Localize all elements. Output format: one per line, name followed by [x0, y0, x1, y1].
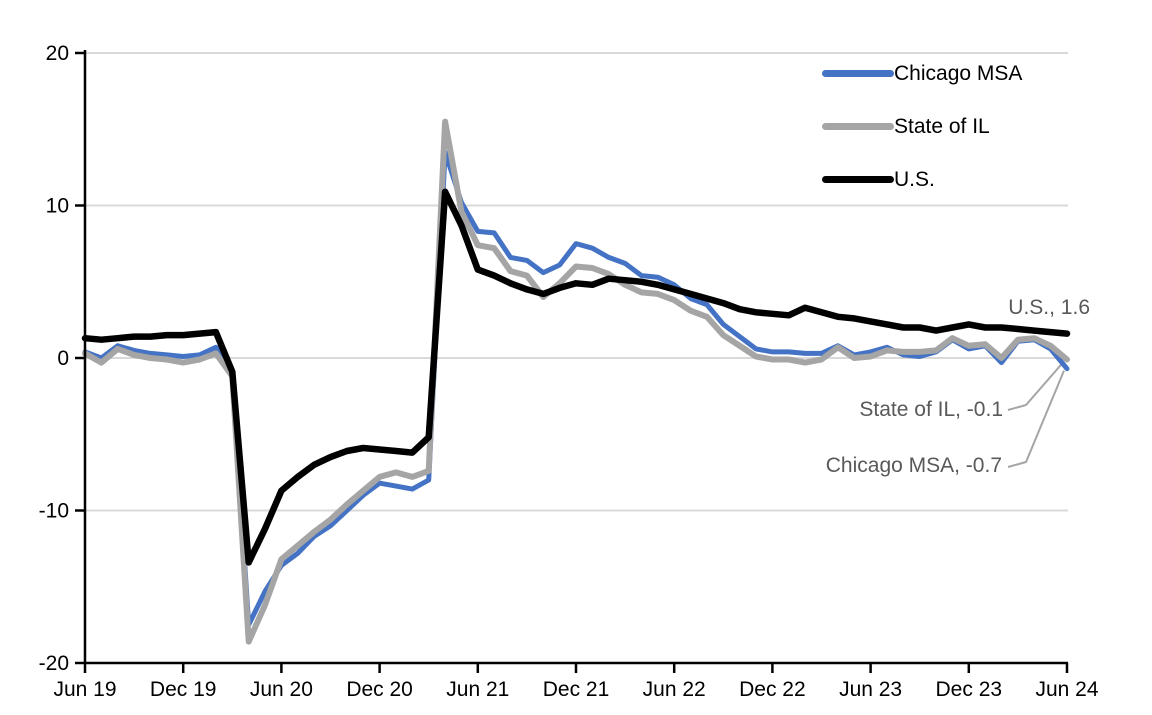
annotation-us-last-value: U.S., 1.6 — [1008, 296, 1090, 319]
legend-swatch-state-of-il — [822, 123, 894, 130]
legend-item-us: U.S. — [822, 153, 1022, 206]
x-tick-label: Dec 21 — [543, 678, 610, 701]
legend-swatch-us — [822, 176, 894, 183]
legend-label-state-of-il: State of IL — [894, 115, 990, 138]
y-tick-label: 20 — [46, 42, 69, 65]
legend-swatch-chicago-msa — [822, 70, 894, 77]
legend-item-chicago-msa: Chicago MSA — [822, 47, 1022, 100]
legend-item-state-of-il: State of IL — [822, 100, 1022, 153]
x-tick-label: Jun 19 — [53, 678, 116, 701]
x-tick-label: Jun 24 — [1035, 678, 1098, 701]
series-line-state-of-il — [82, 118, 1070, 645]
x-tick-label: Dec 22 — [739, 678, 806, 701]
x-tick-label: Dec 23 — [936, 678, 1003, 701]
chart-legend: Chicago MSA State of IL U.S. — [822, 47, 1022, 206]
leader-line-chicago-msa — [1007, 370, 1065, 468]
x-tick-label: Dec 19 — [150, 678, 217, 701]
y-tick-label: 0 — [57, 347, 69, 370]
x-tick-label: Jun 23 — [839, 678, 902, 701]
legend-label-us: U.S. — [894, 168, 935, 191]
x-tick-label: Dec 20 — [346, 678, 413, 701]
x-tick-label: Jun 22 — [643, 678, 706, 701]
legend-label-chicago-msa: Chicago MSA — [894, 62, 1023, 85]
y-tick-label: -10 — [39, 500, 69, 523]
y-tick-label: 10 — [46, 195, 69, 218]
annotation-chicago-msa-last-value: Chicago MSA, -0.7 — [825, 454, 1002, 477]
x-tick-label: Jun 20 — [250, 678, 313, 701]
x-tick-label: Jun 21 — [446, 678, 509, 701]
series-line-u-s — [81, 188, 1071, 566]
annotation-state-of-il-last-value: State of IL, -0.1 — [859, 398, 1003, 421]
y-tick-label: -20 — [39, 652, 69, 675]
leader-line-state-of-il — [1007, 361, 1064, 411]
